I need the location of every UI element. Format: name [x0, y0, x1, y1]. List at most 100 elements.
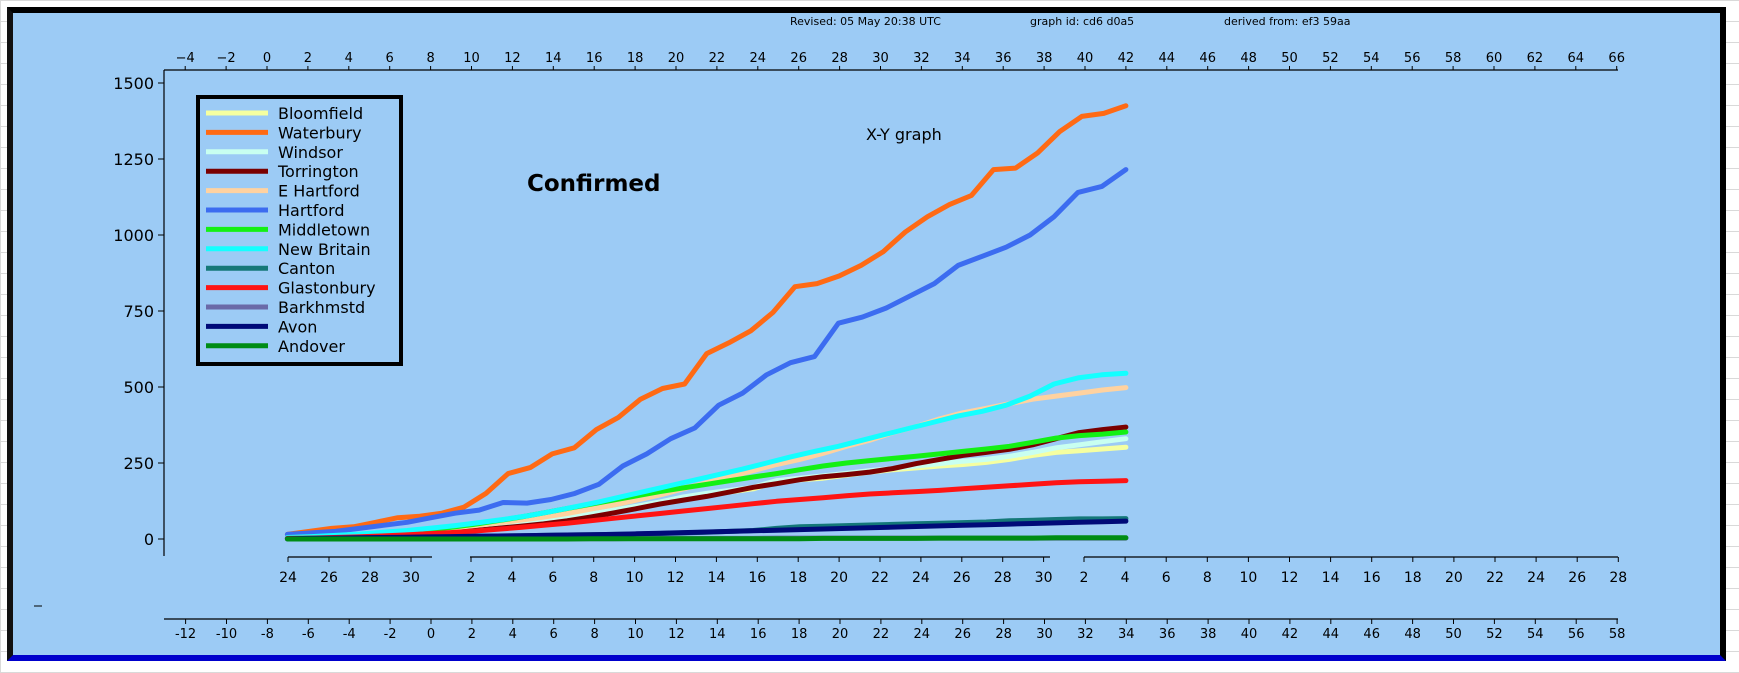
y-tick-label: 0: [144, 530, 154, 549]
top-tick-label: 20: [668, 51, 685, 66]
top-tick-label: 62: [1527, 51, 1544, 66]
series-line-new-britain: [284, 370, 1129, 540]
bottom-tick-label: -8: [261, 627, 274, 642]
bottom-tick-label: 32: [1077, 627, 1094, 642]
legend-label: Hartford: [278, 201, 345, 220]
bottom-tick-label: 10: [627, 627, 644, 642]
top-tick-label: 34: [954, 51, 971, 66]
top-tick-label: 4: [345, 51, 353, 66]
series-lines: [284, 103, 1129, 542]
bottom-tick-label: 4: [509, 627, 517, 642]
date-tick-label: 24: [1527, 570, 1545, 586]
legend-label: Glastonbury: [278, 279, 376, 298]
top-tick-label: 66: [1608, 51, 1625, 66]
date-tick-label: 6: [548, 570, 557, 586]
date-tick-label: 22: [1486, 570, 1504, 586]
date-tick-label: 14: [707, 570, 725, 586]
top-tick-label: 48: [1240, 51, 1257, 66]
date-tick-label: 24: [912, 570, 930, 586]
bottom-tick-label: 2: [468, 627, 476, 642]
derived-from-text: derived from: ef3 59aa: [1224, 15, 1351, 28]
date-tick-label: 8: [1203, 570, 1212, 586]
date-tick-label: 26: [1568, 570, 1586, 586]
date-tick-label: 4: [507, 570, 516, 586]
top-tick-label: 24: [750, 51, 767, 66]
revised-text: Revised: 05 May 20:38 UTC: [790, 15, 941, 28]
date-tick-label: 16: [1363, 570, 1381, 586]
bottom-tick-label: 44: [1323, 627, 1340, 642]
bottom-tick-label: 36: [1159, 627, 1176, 642]
bottom-tick-label: -10: [216, 627, 237, 642]
bottom-tick-label: 26: [954, 627, 971, 642]
top-tick-label: 10: [463, 51, 480, 66]
date-tick-label: 10: [1239, 570, 1257, 586]
legend-label: Bloomfield: [278, 104, 363, 123]
date-tick-label: 24: [279, 570, 297, 586]
bottom-tick-label: 50: [1445, 627, 1462, 642]
top-tick-label: −2: [217, 51, 236, 66]
bottom-tick-label: 56: [1568, 627, 1585, 642]
date-tick-label: 30: [402, 570, 420, 586]
bottom-tick-label: 16: [750, 627, 767, 642]
top-tick-label: 0: [263, 51, 271, 66]
top-tick-label: 64: [1568, 51, 1585, 66]
top-tick-label: 16: [586, 51, 603, 66]
top-tick-label: 8: [426, 51, 434, 66]
top-tick-label: 18: [627, 51, 644, 66]
date-tick-label: 12: [667, 570, 685, 586]
top-tick-label: 2: [304, 51, 312, 66]
y-tick-label: 250: [123, 454, 154, 473]
bottom-tick-label: 6: [550, 627, 558, 642]
bottom-tick-label: 20: [832, 627, 849, 642]
top-tick-label: 44: [1159, 51, 1176, 66]
bottom-tick-label: 58: [1609, 627, 1626, 642]
bottom-tick-label: 48: [1404, 627, 1421, 642]
top-tick-label: 28: [831, 51, 848, 66]
date-tick-label: 20: [1445, 570, 1463, 586]
date-tick-label: 26: [953, 570, 971, 586]
date-tick-label: 6: [1162, 570, 1171, 586]
top-tick-label: 26: [790, 51, 807, 66]
bottom-tick-label: -12: [175, 627, 196, 642]
series-line-glastonbury: [284, 478, 1129, 541]
y-tick-label: 1500: [113, 74, 154, 93]
bottom-tick-label: 46: [1363, 627, 1380, 642]
graph-id-text: graph id: cd6 d0a5: [1030, 15, 1135, 28]
date-tick-label: 28: [361, 570, 379, 586]
bottom-tick-label: -2: [384, 627, 397, 642]
bottom-tick-label: 40: [1241, 627, 1258, 642]
date-tick-label: 2: [467, 570, 476, 586]
top-tick-label: 6: [386, 51, 394, 66]
y-tick-label: 1000: [113, 226, 154, 245]
top-tick-label: 30: [872, 51, 889, 66]
bottom-tick-label: 28: [995, 627, 1012, 642]
date-tick-label: 16: [748, 570, 766, 586]
date-tick-label: 8: [589, 570, 598, 586]
bottom-tick-label: 34: [1118, 627, 1135, 642]
top-tick-label: 42: [1118, 51, 1135, 66]
top-tick-label: 14: [545, 51, 562, 66]
bottom-tick-label: 52: [1486, 627, 1503, 642]
bottom-tick-label: -4: [343, 627, 356, 642]
legend-label: Andover: [278, 337, 345, 356]
series-line-andover: [284, 535, 1129, 542]
legend-label: Middletown: [278, 220, 370, 239]
bottom-tick-label: 42: [1282, 627, 1299, 642]
top-tick-label: 52: [1322, 51, 1339, 66]
series-line-waterbury: [284, 103, 1129, 537]
y-tick-label: 1250: [113, 150, 154, 169]
chart-title: Confirmed: [527, 171, 660, 197]
date-tick-label: 28: [1609, 570, 1627, 586]
date-tick-label: 18: [789, 570, 807, 586]
legend-label: Waterbury: [278, 123, 362, 142]
bottom-tick-label: 30: [1036, 627, 1053, 642]
top-tick-label: 36: [995, 51, 1012, 66]
top-tick-label: 60: [1486, 51, 1503, 66]
legend-label: Avon: [278, 317, 317, 336]
legend-label: E Hartford: [278, 182, 360, 201]
chart-subtitle: X-Y graph: [866, 125, 942, 144]
y-tick-label: 500: [123, 378, 154, 397]
bottom-tick-label: 8: [590, 627, 598, 642]
